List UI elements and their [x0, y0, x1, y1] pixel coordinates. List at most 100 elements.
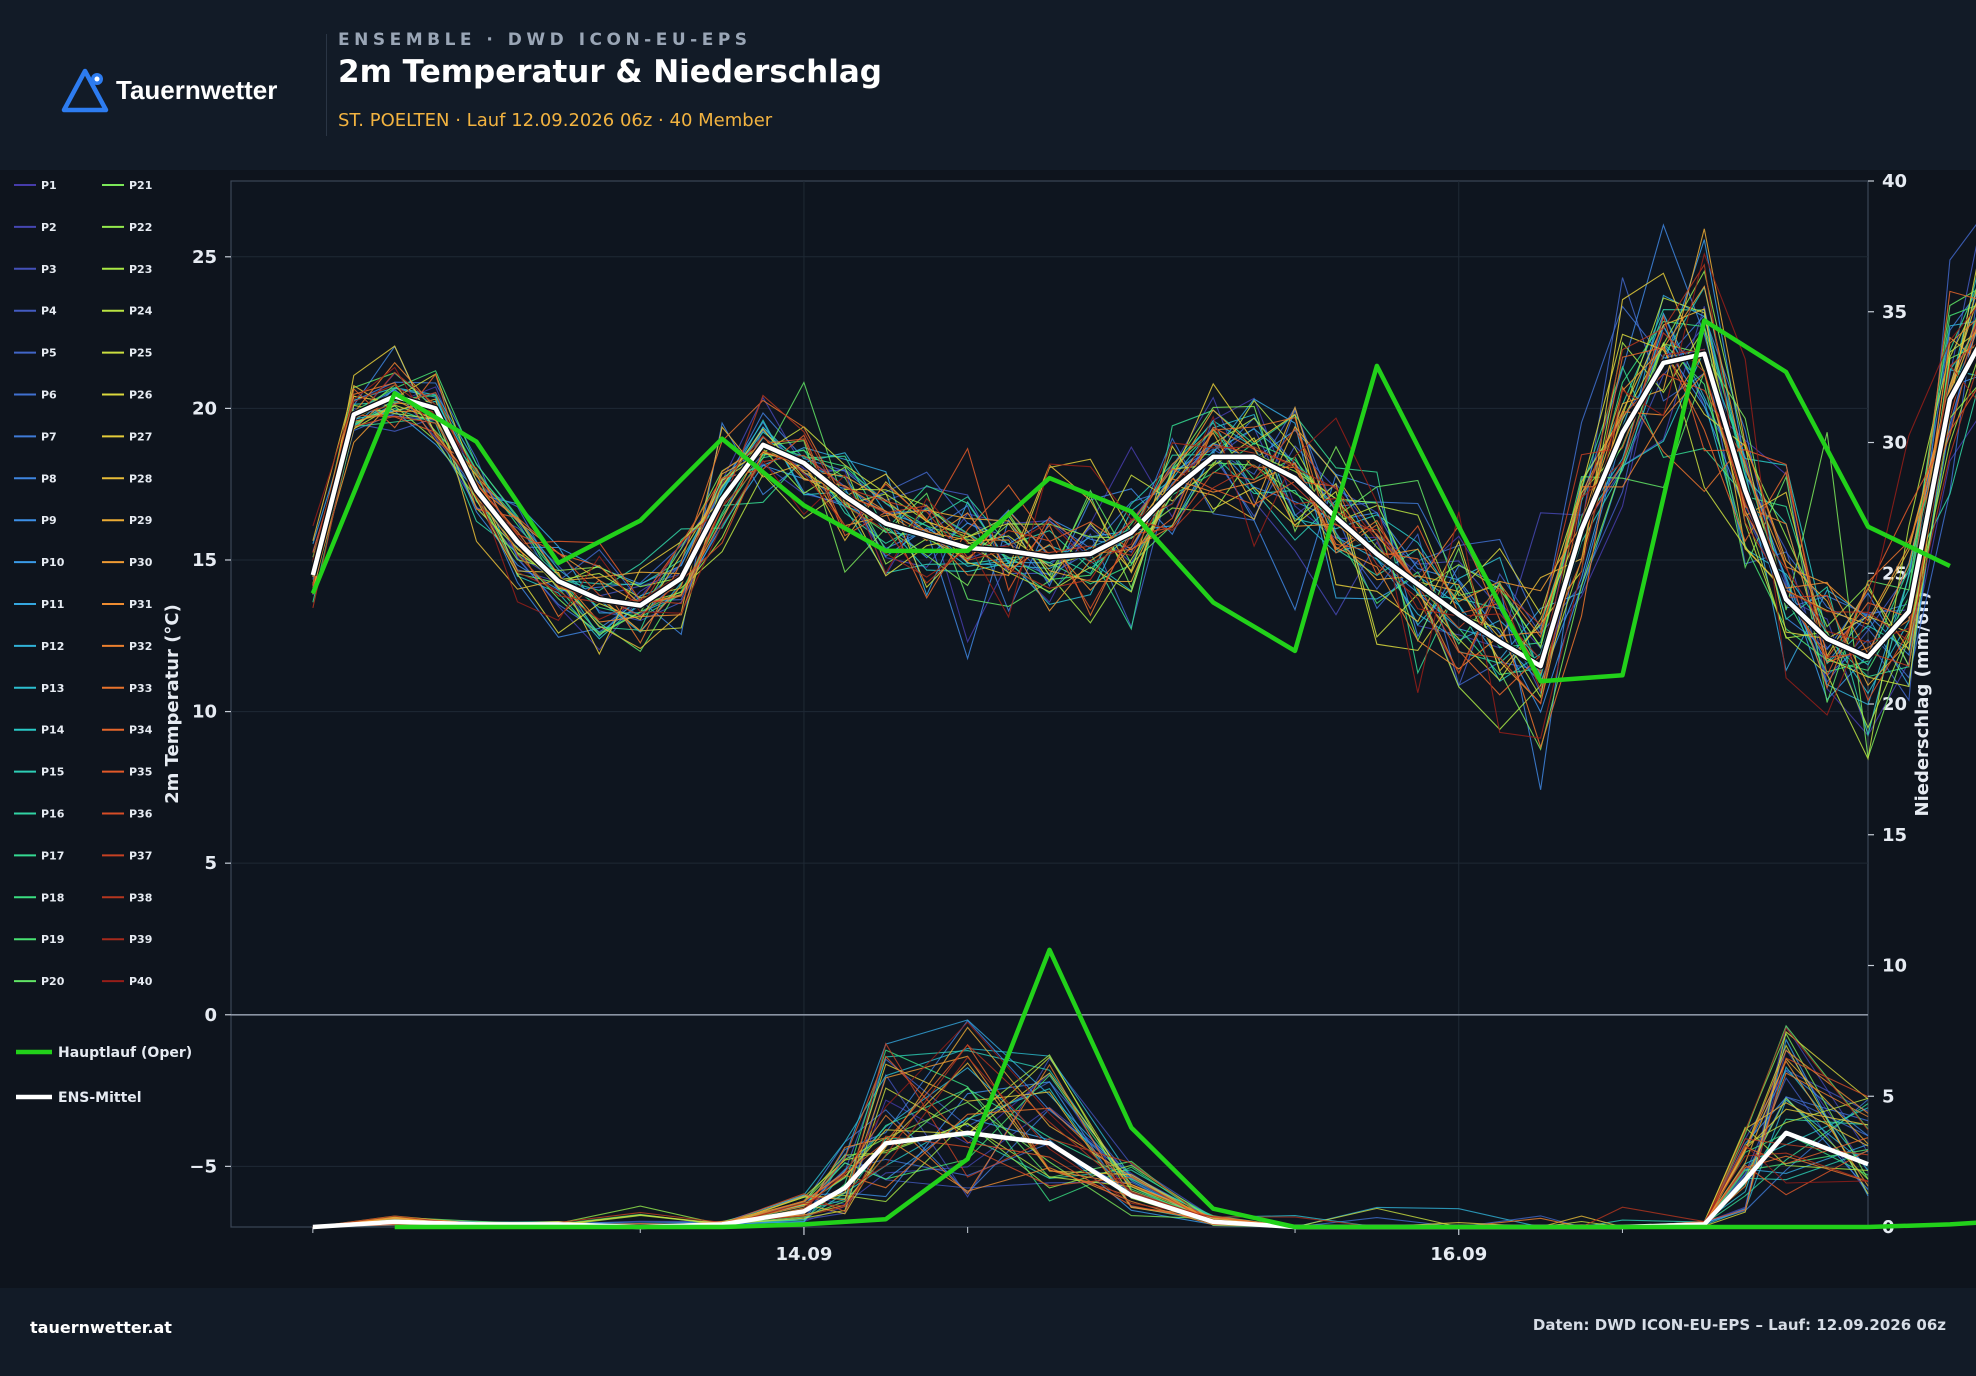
hauptlauf-temp-line	[310, 318, 1951, 684]
header-kicker: ENSEMBLE · DWD ICON-EU-EPS	[338, 30, 752, 50]
legend-item-P14: P14	[14, 724, 65, 737]
member-temp-line-P24	[312, 297, 1976, 761]
y-tick-label: 5	[204, 853, 217, 874]
y-axis-label: 2m Temperatur (°C)	[162, 604, 183, 804]
legend-label: P10	[41, 556, 65, 569]
legend-item-P8: P8	[14, 472, 57, 485]
legend-item-P11: P11	[14, 598, 64, 611]
legend-label: P3	[41, 263, 57, 276]
legend-label: P16	[41, 808, 65, 821]
page-title: 2m Temperatur & Niederschlag	[338, 54, 882, 90]
legend-item-P24: P24	[102, 305, 153, 318]
y2-tick-label: 25	[1882, 563, 1907, 584]
legend-label: P29	[129, 514, 152, 527]
legend-item-P23: P23	[102, 263, 152, 276]
legend-item-P32: P32	[102, 640, 152, 653]
legend-label: P32	[129, 640, 152, 653]
legend-label: P40	[129, 975, 153, 988]
legend-item-P30: P30	[102, 556, 153, 569]
legend-item-ens-mittel: ENS-Mittel	[16, 1090, 142, 1106]
member-temp-line-P31	[312, 320, 1976, 670]
legend-item-P35: P35	[102, 766, 152, 779]
y-tick-label: 0	[204, 1005, 217, 1026]
legend-item-P36: P36	[102, 808, 153, 821]
header: Tauernwetter ENSEMBLE · DWD ICON-EU-EPS …	[0, 0, 1976, 170]
legend-item-P9: P9	[14, 514, 57, 527]
legend-label: P14	[41, 724, 65, 737]
brand-name: Tauernwetter	[116, 74, 278, 105]
legend-label: P30	[129, 556, 153, 569]
y2-tick-label: 10	[1882, 956, 1907, 977]
legend-label: P37	[129, 849, 152, 862]
legend-label: P24	[129, 305, 153, 318]
legend-item-P29: P29	[102, 514, 152, 527]
legend-item-P33: P33	[102, 682, 152, 695]
legend-label: P11	[41, 598, 64, 611]
y-tick-label: −5	[189, 1156, 217, 1177]
y-tick-label: 10	[192, 702, 217, 723]
legend-label: P26	[129, 389, 153, 402]
y2-tick-label: 15	[1882, 825, 1907, 846]
legend-label: ENS-Mittel	[58, 1090, 142, 1106]
legend-item-P2: P2	[14, 221, 57, 234]
plot-area	[230, 180, 1869, 1228]
legend-label: P20	[41, 975, 65, 988]
legend-item-P40: P40	[102, 975, 153, 988]
legend-label: P9	[41, 514, 57, 527]
legend-label: P39	[129, 933, 152, 946]
member-temp-line-P14	[312, 276, 1976, 682]
legend-label: P15	[41, 766, 64, 779]
legend-item-P18: P18	[14, 891, 64, 904]
legend-item-P1: P1	[14, 179, 57, 192]
legend-label: P12	[41, 640, 64, 653]
page-subtitle: ST. POELTEN · Lauf 12.09.2026 06z · 40 M…	[338, 110, 773, 131]
legend-item-hauptlauf: Hauptlauf (Oper)	[16, 1045, 192, 1061]
legend-item-P6: P6	[14, 389, 57, 402]
legend-label: P23	[129, 263, 152, 276]
legend-label: P4	[41, 305, 57, 318]
legend-label: P22	[129, 221, 152, 234]
member-temp-line-P36	[312, 321, 1976, 705]
member-temp-line-P33	[312, 326, 1976, 749]
legend-label: P27	[129, 430, 152, 443]
legend-item-P26: P26	[102, 389, 153, 402]
footer-site[interactable]: tauernwetter.at	[30, 1318, 172, 1337]
legend-label: P19	[41, 933, 64, 946]
legend-item-P5: P5	[14, 347, 57, 360]
legend-label: P13	[41, 682, 64, 695]
y-tick-label: 15	[192, 550, 217, 571]
legend-item-P38: P38	[102, 891, 152, 904]
legend-item-P31: P31	[102, 598, 152, 611]
legend-label: P36	[129, 808, 153, 821]
footer: tauernwetter.at Daten: DWD ICON-EU-EPS –…	[0, 1288, 1976, 1376]
member-temp-line-P35	[312, 314, 1976, 678]
x-tick-label: 14.09	[775, 1244, 832, 1265]
y2-tick-label: 30	[1882, 433, 1907, 454]
legend-item-P17: P17	[14, 849, 64, 862]
legend-label: P34	[129, 724, 153, 737]
legend-label: P35	[129, 766, 152, 779]
legend-item-P7: P7	[14, 430, 57, 443]
legend-item-P19: P19	[14, 933, 64, 946]
brand-logo[interactable]: Tauernwetter	[60, 66, 277, 114]
y2-tick-label: 35	[1882, 302, 1907, 323]
legend-item-P25: P25	[102, 347, 152, 360]
footer-source: Daten: DWD ICON-EU-EPS – Lauf: 12.09.202…	[1532, 1316, 1946, 1334]
legend-label: P6	[41, 389, 57, 402]
legend-item-P3: P3	[14, 263, 57, 276]
legend-label: P25	[129, 347, 152, 360]
y-tick-label: 20	[192, 398, 217, 419]
legend-label: P31	[129, 598, 152, 611]
legend-item-P21: P21	[102, 179, 152, 192]
legend-label: P2	[41, 221, 57, 234]
legend-item-P37: P37	[102, 849, 152, 862]
triangle-logo-icon	[61, 68, 109, 113]
y2-tick-label: 5	[1882, 1086, 1895, 1107]
hauptlauf-precip-line	[394, 947, 1976, 1230]
legend-label: P33	[129, 682, 152, 695]
y-tick-label: 25	[192, 247, 217, 268]
legend-label: P7	[41, 430, 57, 443]
legend-label: P8	[41, 472, 57, 485]
legend-item-P34: P34	[102, 724, 153, 737]
